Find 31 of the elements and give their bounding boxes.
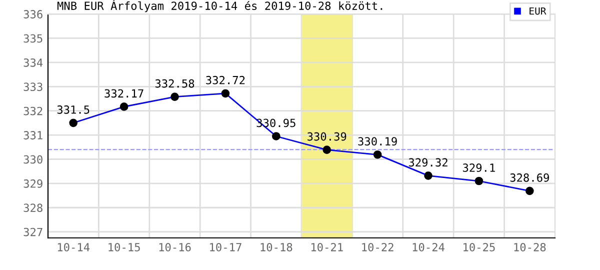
data-label: 330.39: [308, 132, 346, 141]
x-tick-label: 10-15: [108, 242, 140, 252]
x-tick-label: 10-16: [159, 242, 191, 252]
y-tick-label: 330: [24, 155, 42, 164]
data-label: 330.19: [358, 137, 397, 146]
y-tick-label: 333: [24, 82, 42, 92]
x-tick-label: 10-17: [210, 242, 242, 252]
data-label: 329.32: [408, 158, 448, 167]
data-label: 332.72: [206, 76, 245, 84]
x-tick-label: 10-28: [514, 242, 546, 252]
data-label: 332.17: [104, 89, 144, 98]
x-tick-label: 10-18: [260, 242, 292, 252]
y-tick-label: 327: [24, 228, 42, 236]
chart-title: MNB EUR Árfolyam 2019-10-14 és 2019-10-28 között.: [57, 0, 382, 12]
x-tick-label: 10-25: [464, 242, 495, 252]
y-tick-label: 328: [24, 204, 42, 212]
data-label: 331.5: [57, 105, 90, 114]
data-label: 328.69: [510, 173, 549, 182]
y-tick-label: 335: [24, 34, 42, 43]
y-tick-label: 334: [24, 58, 43, 67]
data-label: 332.58: [155, 79, 194, 88]
x-tick-label: 10-24: [412, 242, 444, 252]
y-tick-label: 336: [24, 10, 42, 18]
x-tick-label: 10-14: [58, 242, 90, 252]
legend-label: EUR: [530, 7, 546, 15]
data-label: 329.1: [462, 164, 495, 172]
x-tick-label: 10-22: [362, 242, 394, 252]
y-tick-label: 329: [24, 179, 42, 188]
y-tick-label: 332: [24, 106, 42, 116]
y-tick-label: 331: [24, 131, 42, 140]
x-tick-label: 10-21: [311, 242, 343, 252]
